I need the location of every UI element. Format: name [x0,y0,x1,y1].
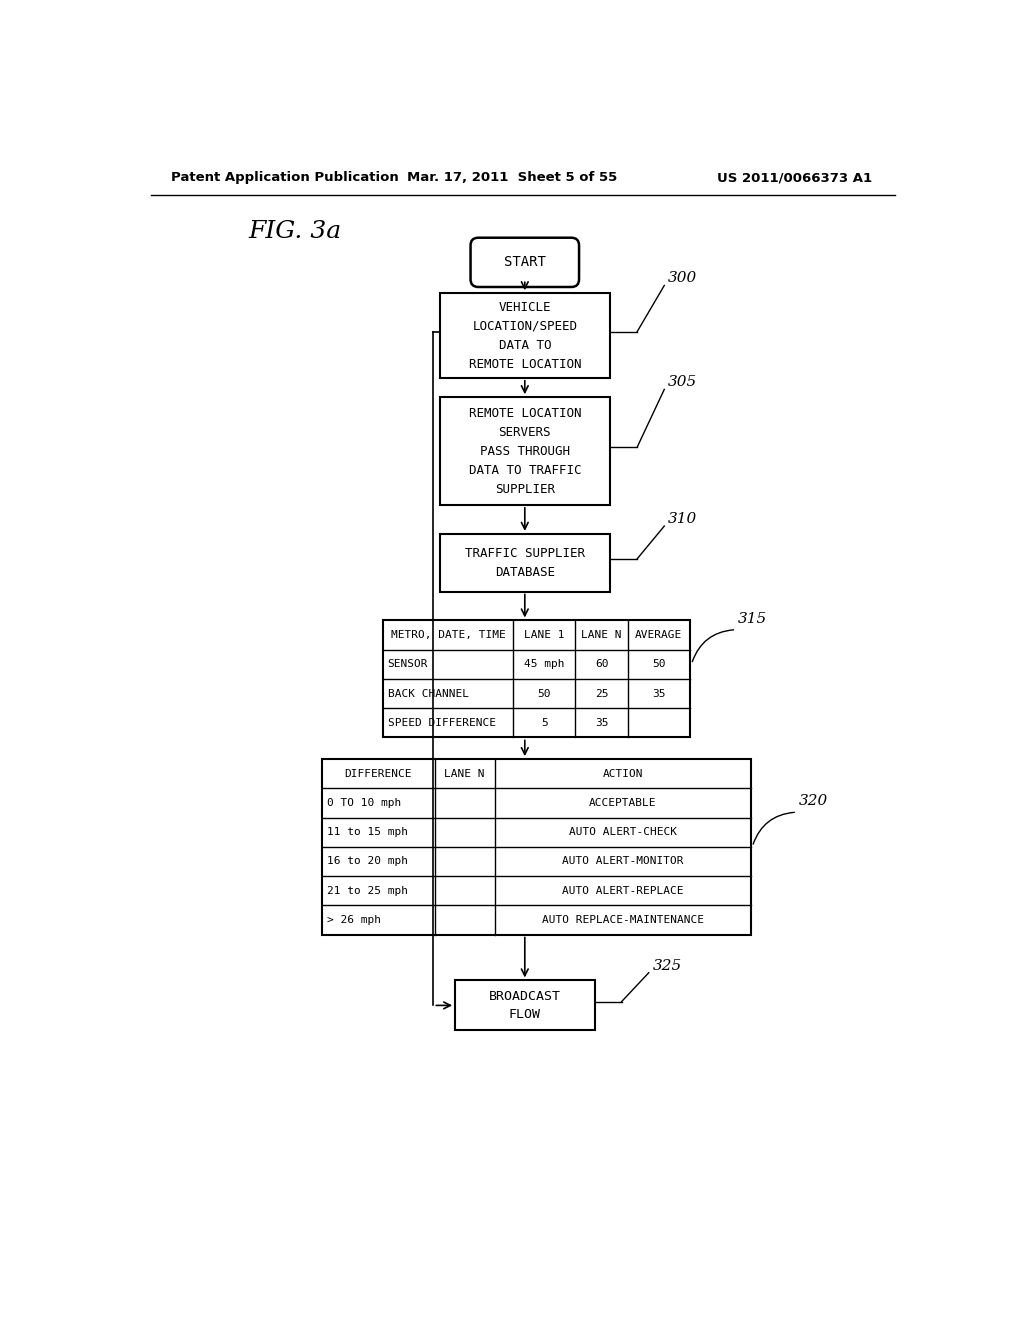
FancyBboxPatch shape [439,293,610,378]
Text: 305: 305 [669,375,697,389]
Text: Mar. 17, 2011  Sheet 5 of 55: Mar. 17, 2011 Sheet 5 of 55 [407,172,617,185]
Text: LANE N: LANE N [582,630,622,640]
Text: REMOTE LOCATION
SERVERS
PASS THROUGH
DATA TO TRAFFIC
SUPPLIER: REMOTE LOCATION SERVERS PASS THROUGH DAT… [469,407,581,495]
Text: 0 TO 10 mph: 0 TO 10 mph [327,797,401,808]
Text: AUTO REPLACE-MAINTENANCE: AUTO REPLACE-MAINTENANCE [542,915,703,925]
Text: TRAFFIC SUPPLIER
DATABASE: TRAFFIC SUPPLIER DATABASE [465,546,585,578]
Text: 310: 310 [669,512,697,527]
Text: BROADCAST
FLOW: BROADCAST FLOW [488,990,561,1020]
Text: DIFFERENCE: DIFFERENCE [344,768,412,779]
Text: METRO, DATE, TIME: METRO, DATE, TIME [391,630,506,640]
Text: LANE N: LANE N [444,768,485,779]
Text: ACTION: ACTION [602,768,643,779]
FancyBboxPatch shape [383,620,690,738]
Text: SPEED DIFFERENCE: SPEED DIFFERENCE [388,718,496,727]
Text: 5: 5 [541,718,548,727]
Text: 325: 325 [652,958,682,973]
Text: VEHICLE
LOCATION/SPEED
DATA TO
REMOTE LOCATION: VEHICLE LOCATION/SPEED DATA TO REMOTE LO… [469,301,581,371]
Text: > 26 mph: > 26 mph [327,915,381,925]
Text: START: START [504,255,546,269]
Text: 320: 320 [799,795,828,808]
Text: 25: 25 [595,689,608,698]
FancyBboxPatch shape [439,533,610,591]
Text: US 2011/0066373 A1: US 2011/0066373 A1 [717,172,872,185]
Text: 35: 35 [652,689,666,698]
Text: LANE 1: LANE 1 [524,630,564,640]
Text: 45 mph: 45 mph [524,659,564,669]
Text: SENSOR: SENSOR [388,659,428,669]
Text: 21 to 25 mph: 21 to 25 mph [327,886,408,896]
Text: Patent Application Publication: Patent Application Publication [171,172,398,185]
Text: 50: 50 [652,659,666,669]
Text: 35: 35 [595,718,608,727]
Text: 60: 60 [595,659,608,669]
Text: AVERAGE: AVERAGE [635,630,683,640]
Text: 16 to 20 mph: 16 to 20 mph [327,857,408,866]
Text: AUTO ALERT-MONITOR: AUTO ALERT-MONITOR [562,857,684,866]
FancyBboxPatch shape [455,981,595,1031]
Text: AUTO ALERT-REPLACE: AUTO ALERT-REPLACE [562,886,684,896]
Text: 11 to 15 mph: 11 to 15 mph [327,828,408,837]
Text: AUTO ALERT-CHECK: AUTO ALERT-CHECK [569,828,677,837]
Text: 50: 50 [538,689,551,698]
Text: 315: 315 [738,611,767,626]
FancyBboxPatch shape [439,397,610,506]
Text: 300: 300 [669,272,697,285]
FancyBboxPatch shape [323,759,751,935]
Text: FIG. 3a: FIG. 3a [248,220,341,243]
FancyBboxPatch shape [471,238,579,286]
Text: BACK CHANNEL: BACK CHANNEL [388,689,469,698]
Text: ACCEPTABLE: ACCEPTABLE [589,797,656,808]
